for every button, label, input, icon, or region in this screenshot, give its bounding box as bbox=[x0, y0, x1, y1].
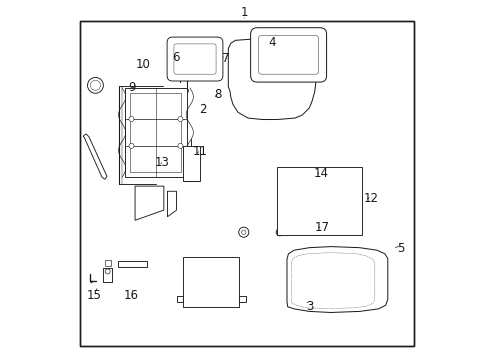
FancyBboxPatch shape bbox=[250, 28, 326, 82]
Bar bbox=[118, 261, 147, 267]
Text: 11: 11 bbox=[192, 145, 207, 158]
Text: 9: 9 bbox=[128, 81, 136, 94]
Bar bbox=[130, 93, 181, 172]
Circle shape bbox=[129, 117, 134, 122]
Text: 16: 16 bbox=[123, 289, 138, 302]
Bar bbox=[125, 88, 186, 177]
Text: 10: 10 bbox=[135, 58, 150, 71]
Bar bbox=[239, 296, 245, 302]
Bar bbox=[182, 146, 200, 181]
Text: 15: 15 bbox=[86, 289, 101, 302]
Text: 6: 6 bbox=[171, 51, 179, 64]
Ellipse shape bbox=[87, 77, 103, 93]
Bar bbox=[183, 257, 239, 307]
Circle shape bbox=[291, 294, 296, 300]
Text: 13: 13 bbox=[155, 156, 169, 169]
Text: 12: 12 bbox=[363, 192, 378, 205]
Circle shape bbox=[276, 229, 283, 236]
Text: 7: 7 bbox=[222, 52, 229, 65]
Bar bbox=[103, 268, 112, 282]
FancyBboxPatch shape bbox=[167, 37, 223, 81]
Circle shape bbox=[178, 117, 183, 122]
Circle shape bbox=[129, 143, 134, 148]
Bar bbox=[105, 260, 110, 266]
Polygon shape bbox=[83, 134, 107, 179]
Text: 3: 3 bbox=[305, 300, 313, 313]
Text: 4: 4 bbox=[268, 36, 276, 49]
Text: 2: 2 bbox=[199, 103, 206, 116]
Circle shape bbox=[178, 143, 183, 148]
Text: 1: 1 bbox=[240, 6, 248, 19]
Text: 14: 14 bbox=[313, 167, 327, 180]
Bar bbox=[279, 170, 358, 232]
Circle shape bbox=[238, 227, 248, 237]
Text: 5: 5 bbox=[397, 242, 404, 255]
Polygon shape bbox=[135, 186, 163, 220]
Text: 8: 8 bbox=[214, 88, 221, 101]
Bar bbox=[276, 167, 361, 235]
PathPatch shape bbox=[286, 247, 387, 312]
Text: 17: 17 bbox=[314, 221, 329, 234]
Polygon shape bbox=[167, 191, 176, 217]
PathPatch shape bbox=[228, 39, 315, 120]
Circle shape bbox=[105, 269, 110, 274]
Bar bbox=[177, 296, 183, 302]
